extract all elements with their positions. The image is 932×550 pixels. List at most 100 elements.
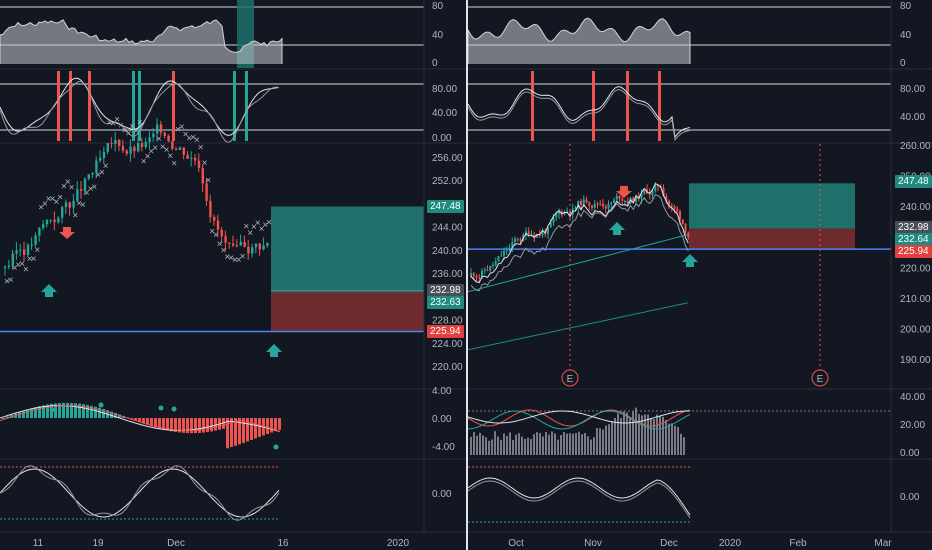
volume-bar (557, 439, 559, 455)
rsi-tick-label: 80 (900, 1, 912, 12)
candle-body (679, 211, 681, 220)
macd-histogram-bar (266, 418, 269, 434)
sar-marker: × (57, 192, 63, 203)
right-stop-price-tag: 225.94 (895, 245, 932, 258)
candle-body (213, 217, 216, 221)
right-stochastic-panel: 80.00 40.00 (468, 71, 932, 144)
volume-bar (506, 435, 508, 455)
volume-bar (470, 436, 472, 455)
sar-marker: × (164, 145, 170, 156)
volume-bar (581, 434, 583, 455)
pane-divider[interactable] (466, 0, 468, 550)
candle-body (258, 243, 261, 250)
macd-histogram-bar (22, 410, 25, 418)
macd-histogram-bar (250, 418, 253, 440)
candle-body (599, 203, 602, 205)
candle-body (262, 245, 265, 250)
macd-histogram-bar (66, 402, 69, 418)
candle-body (220, 229, 223, 237)
candle-body (251, 247, 254, 254)
macd-histogram-bar (274, 418, 277, 432)
volume-bar (674, 425, 676, 455)
sar-marker: × (175, 125, 181, 136)
right-oscillator-panel: 0.00 (468, 466, 932, 533)
volume-bar (605, 425, 607, 455)
volume-bar (479, 432, 481, 455)
macd-tick-label: 4.00 (432, 386, 452, 397)
time-tick-label: Dec (660, 538, 678, 549)
stoch-signal-bar (592, 71, 595, 141)
rsi-tick-label: 40 (900, 30, 912, 41)
candle-body (560, 211, 563, 215)
macd-histogram-bar (190, 418, 193, 434)
volume-bar (512, 440, 514, 455)
macd-histogram-bar (270, 418, 273, 433)
candle-body (486, 269, 489, 271)
time-tick-label: Oct (508, 538, 524, 549)
macd-histogram-bar (82, 404, 85, 418)
candle-body (673, 206, 676, 209)
sar-marker: × (103, 161, 109, 172)
sar-marker: × (95, 170, 101, 181)
candle-body (121, 145, 125, 151)
osc-line (468, 477, 691, 516)
candle-body (527, 231, 530, 235)
candle-body (254, 243, 258, 248)
candle-body (144, 142, 147, 147)
candle-body (569, 211, 571, 215)
candle-body (618, 195, 621, 199)
candle-body (186, 154, 189, 159)
sar-marker: × (38, 202, 44, 213)
earnings-label: E (567, 374, 574, 385)
volume-tick-label: 20.00 (900, 420, 925, 431)
ma-fast-line (470, 183, 689, 284)
buy-arrow (41, 284, 57, 297)
osc-tick-label: 0.00 (900, 492, 920, 503)
volume-bar (611, 421, 613, 455)
candle-body (662, 187, 665, 196)
macd-histogram-bar (230, 418, 233, 448)
candle-body (201, 168, 204, 184)
candle-body (42, 224, 45, 228)
macd-histogram-bar (194, 418, 197, 434)
candle-body (489, 265, 492, 271)
candle-body (129, 146, 132, 154)
stoch-signal-bar (531, 71, 534, 141)
volume-bar (500, 439, 502, 455)
candle-body (582, 199, 585, 206)
volume-bar (677, 427, 679, 455)
candle-body (648, 193, 651, 195)
volume-bar (635, 407, 637, 455)
candle-body (483, 269, 486, 271)
macd-line (0, 405, 281, 433)
target-zone (689, 183, 855, 229)
macd-histogram-bar (138, 418, 141, 422)
sar-marker: × (91, 182, 97, 193)
sar-marker: × (4, 276, 10, 287)
stoch-signal-bar (57, 71, 60, 141)
sar-marker: × (152, 143, 158, 154)
osc-line (0, 468, 280, 518)
volume-bar (491, 439, 493, 455)
time-tick-label: Dec (167, 538, 185, 549)
macd-histogram-bar (170, 418, 173, 432)
candle-body (541, 231, 544, 236)
sar-marker: × (190, 132, 196, 143)
candle-body (533, 234, 536, 238)
volume-bar (587, 436, 589, 455)
macd-histogram-bar (178, 418, 181, 433)
macd-histogram-bar (198, 418, 201, 433)
left-rsi-panel: 80 40 0 (0, 0, 466, 70)
sar-marker: × (156, 134, 162, 145)
volume-tick-label: 0.00 (900, 448, 920, 459)
sar-marker: × (31, 254, 37, 265)
candle-body (247, 246, 250, 254)
price-tick-label: 252.00 (432, 176, 463, 187)
sar-marker: × (23, 264, 29, 275)
candle-body (552, 217, 555, 223)
sar-marker: × (160, 142, 166, 153)
